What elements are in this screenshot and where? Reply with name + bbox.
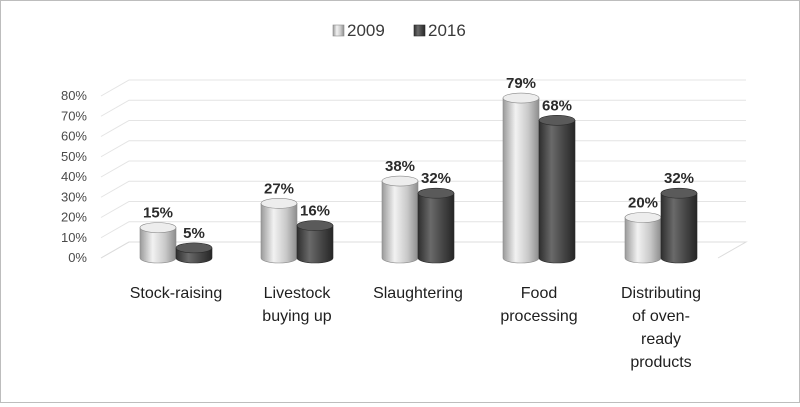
data-label-2009: 15% <box>143 205 173 222</box>
bar-2016-4 <box>660 187 698 264</box>
cylinder-top <box>538 115 576 126</box>
bar-2016-0 <box>175 242 213 264</box>
bar-2009-1 <box>260 198 298 264</box>
bar-2016-3 <box>538 115 576 264</box>
cylinder-body <box>260 203 298 264</box>
category-label: Stock-raising <box>130 285 222 302</box>
cylinder-top <box>260 198 298 209</box>
legend-swatch-2009 <box>332 24 345 37</box>
category-label: Slaughtering <box>373 285 463 302</box>
gridlines <box>100 79 748 259</box>
category-label: Distributing of oven-ready products <box>621 285 701 371</box>
category-label: Livestock buying up <box>262 285 331 325</box>
y-tick-label: 60% <box>61 129 87 144</box>
y-tick-label: 70% <box>61 108 87 123</box>
cylinder-top <box>296 220 334 231</box>
cylinder-body <box>139 227 177 264</box>
bars <box>139 92 698 264</box>
gridline <box>100 79 746 97</box>
data-label-2009: 20% <box>628 195 658 212</box>
cylinder-body <box>624 217 662 264</box>
cylinder-top <box>175 242 213 254</box>
legend-label-2016: 2016 <box>428 21 466 40</box>
data-label-2009: 27% <box>264 180 294 197</box>
gridline <box>100 99 746 117</box>
y-tick-label: 30% <box>61 189 87 204</box>
cylinder-top <box>624 212 662 223</box>
legend: 2009 2016 <box>332 21 466 40</box>
bar-2016-1 <box>296 220 334 264</box>
cylinder-body <box>381 180 419 264</box>
legend-swatch-2016 <box>413 24 426 37</box>
gridline <box>100 140 746 158</box>
y-tick-label: 10% <box>61 230 87 245</box>
category-label: Food processing <box>500 285 577 325</box>
legend-label-2009: 2009 <box>347 21 385 40</box>
bar-2009-0 <box>139 222 177 264</box>
cylinder-body <box>502 97 540 264</box>
y-tick-label: 20% <box>61 210 87 225</box>
bar-2009-2 <box>381 175 419 264</box>
x-axis-categories: Stock-raising Livestock buying up Slaught… <box>130 285 701 371</box>
data-label-2016: 32% <box>421 170 451 187</box>
gridline <box>100 120 746 137</box>
cylinder-top <box>139 222 177 233</box>
cylinder-body <box>417 192 455 264</box>
data-label-2009: 79% <box>506 75 536 92</box>
cylinder-body <box>660 192 698 264</box>
bar-2016-2 <box>417 187 455 264</box>
y-tick-label: 50% <box>61 149 87 164</box>
cylinder-body <box>296 225 334 264</box>
data-label-2016: 5% <box>183 225 205 242</box>
data-labels: 15% 27% 38% 79% 20% 5% 16% 32% 68% 32% <box>143 75 694 242</box>
data-label-2016: 32% <box>664 170 694 187</box>
data-label-2009: 38% <box>385 158 415 175</box>
y-tick-label: 80% <box>61 88 87 103</box>
y-tick-label: 40% <box>61 169 87 184</box>
y-tick-label: 0% <box>68 250 87 265</box>
cylinder-top <box>660 187 698 199</box>
cylinder-top <box>502 92 540 104</box>
cylinder-top <box>381 175 419 187</box>
data-label-2016: 68% <box>542 97 572 114</box>
bar-2009-3 <box>502 92 540 264</box>
data-label-2016: 16% <box>300 203 330 220</box>
cylinder-body <box>538 120 576 264</box>
bar-2009-4 <box>624 212 662 264</box>
y-axis: 0% 10% 20% 30% 40% 50% 60% 70% 80% <box>61 88 87 265</box>
cylinder-top <box>417 187 455 199</box>
